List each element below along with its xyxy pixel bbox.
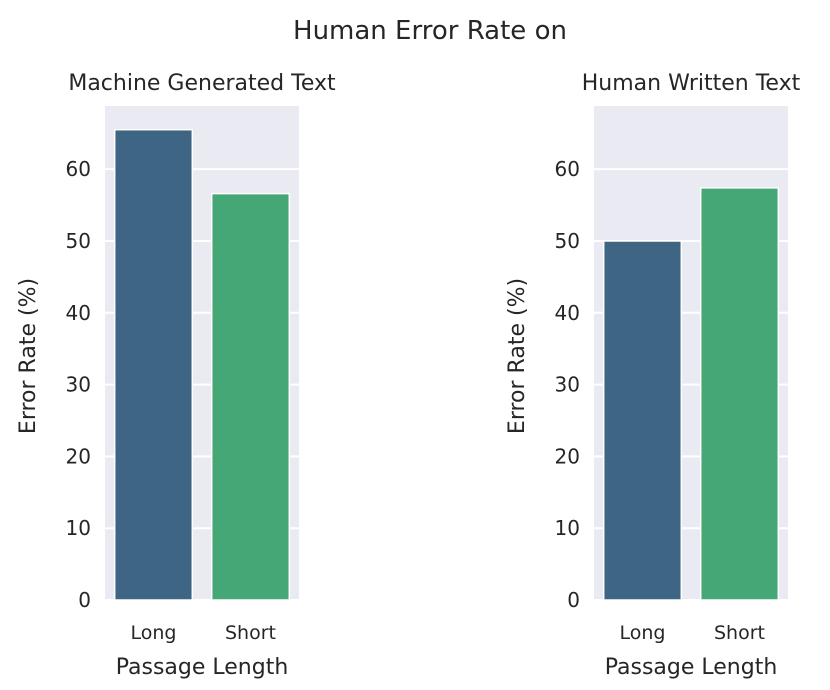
panel-human-written-text: Human Written Text 0 10 20 30 40 50 60 Long Shor… [505, 71, 801, 680]
x-tick-label: Short [225, 622, 276, 644]
y-tick-label: 0 [78, 588, 91, 612]
y-tick-label: 10 [555, 516, 580, 540]
y-tick-label: 20 [66, 444, 91, 468]
figure-title: Human Error Rate on [293, 16, 567, 46]
x-tick-label: Long [131, 622, 177, 644]
y-tick-label: 50 [66, 229, 91, 253]
x-tick-label: Long [620, 622, 666, 644]
y-tick-label: 40 [66, 301, 91, 325]
bar-short [699, 187, 780, 601]
x-tick-label: Short [714, 622, 765, 644]
y-tick-label: 60 [555, 157, 580, 181]
y-tick-label: 20 [555, 444, 580, 468]
x-axis-label: Passage Length [605, 655, 778, 680]
bar-long [602, 240, 683, 601]
x-axis-label: Passage Length [116, 655, 289, 680]
panel-title: Human Written Text [582, 71, 801, 96]
bar-short [210, 192, 291, 601]
y-tick-label: 30 [66, 373, 91, 397]
y-tick-label: 50 [555, 229, 580, 253]
y-tick-label: 60 [66, 157, 91, 181]
plot-area: 0 10 20 30 40 50 60 Long Short [66, 106, 299, 644]
y-tick-label: 10 [66, 516, 91, 540]
bar-long [113, 128, 194, 601]
panel-machine-generated-text: Machine Generated Text 0 10 20 30 40 50 60 Long… [16, 71, 336, 680]
panel-title: Machine Generated Text [68, 71, 336, 96]
y-axis-label: Error Rate (%) [505, 278, 530, 434]
plot-area: 0 10 20 30 40 50 60 Long Short [555, 106, 788, 644]
y-axis-label: Error Rate (%) [16, 278, 41, 434]
y-tick-label: 40 [555, 301, 580, 325]
y-tick-label: 0 [567, 588, 580, 612]
y-tick-label: 30 [555, 373, 580, 397]
